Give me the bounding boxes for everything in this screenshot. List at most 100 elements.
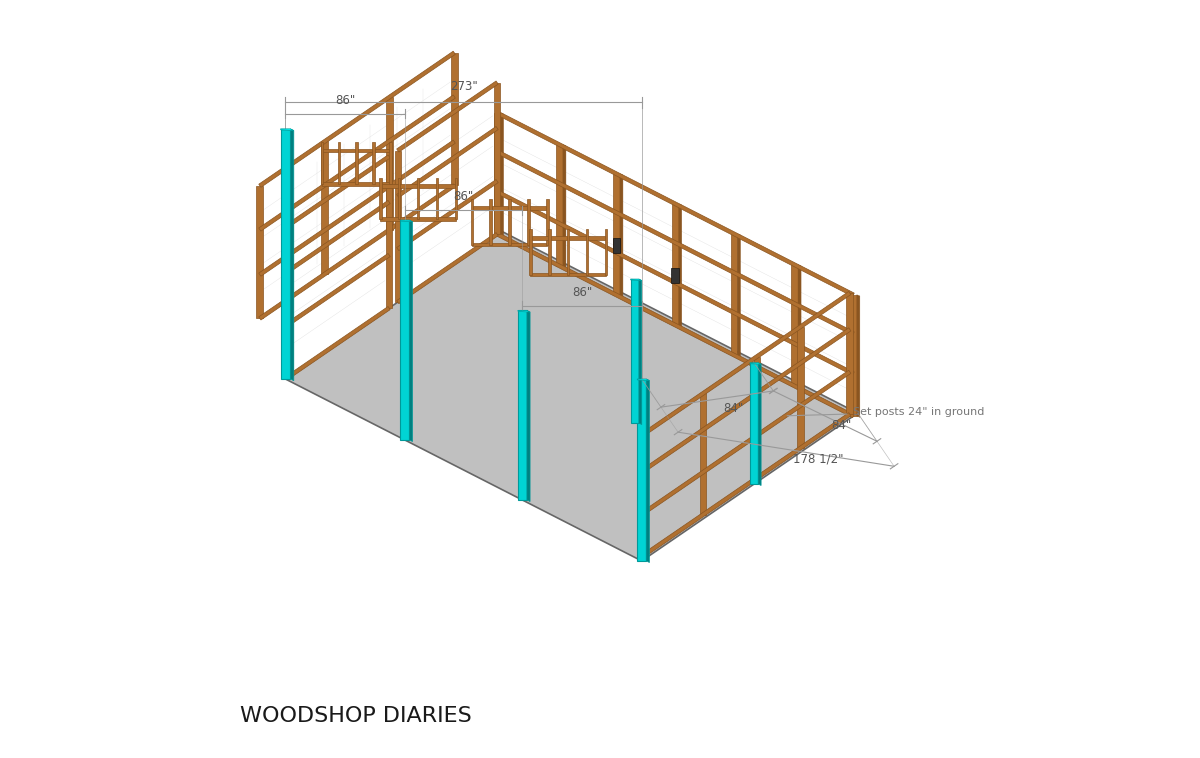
Polygon shape <box>379 177 382 219</box>
Polygon shape <box>323 149 390 152</box>
Polygon shape <box>530 273 606 277</box>
Polygon shape <box>490 199 492 245</box>
Polygon shape <box>289 155 390 226</box>
Polygon shape <box>418 177 420 219</box>
Polygon shape <box>322 142 328 274</box>
Polygon shape <box>257 186 263 318</box>
Polygon shape <box>791 265 798 386</box>
Polygon shape <box>372 142 374 183</box>
Polygon shape <box>281 129 294 130</box>
Text: 86": 86" <box>335 94 355 107</box>
Polygon shape <box>286 231 858 561</box>
Polygon shape <box>386 97 392 230</box>
Polygon shape <box>750 363 761 365</box>
Polygon shape <box>322 142 324 183</box>
Polygon shape <box>758 363 761 486</box>
Polygon shape <box>259 95 455 231</box>
Polygon shape <box>529 229 532 274</box>
Polygon shape <box>517 311 530 312</box>
Polygon shape <box>568 229 570 274</box>
Polygon shape <box>641 370 851 515</box>
Polygon shape <box>289 253 390 324</box>
Polygon shape <box>613 238 620 253</box>
Polygon shape <box>451 53 457 186</box>
Polygon shape <box>397 81 498 152</box>
Polygon shape <box>289 200 390 271</box>
Polygon shape <box>500 113 504 236</box>
Polygon shape <box>380 184 456 188</box>
Polygon shape <box>630 279 642 280</box>
Polygon shape <box>731 233 738 355</box>
Polygon shape <box>672 268 679 283</box>
Polygon shape <box>530 236 606 240</box>
Text: 273": 273" <box>450 80 478 93</box>
Polygon shape <box>797 327 804 448</box>
Polygon shape <box>605 229 607 274</box>
Polygon shape <box>398 177 401 219</box>
Polygon shape <box>638 279 642 424</box>
Polygon shape <box>497 111 854 296</box>
Polygon shape <box>497 190 854 375</box>
Polygon shape <box>857 295 860 417</box>
Polygon shape <box>527 311 530 502</box>
Polygon shape <box>401 220 409 440</box>
Text: 86": 86" <box>572 286 592 299</box>
Polygon shape <box>389 142 391 183</box>
Polygon shape <box>497 233 854 418</box>
Polygon shape <box>754 356 761 478</box>
Polygon shape <box>259 184 455 320</box>
Polygon shape <box>497 150 854 335</box>
Polygon shape <box>586 229 588 274</box>
Polygon shape <box>287 224 293 376</box>
Polygon shape <box>798 265 802 387</box>
Polygon shape <box>641 327 851 473</box>
Polygon shape <box>493 113 500 234</box>
Polygon shape <box>470 199 473 245</box>
Polygon shape <box>679 204 682 327</box>
Polygon shape <box>338 142 341 183</box>
Polygon shape <box>289 306 390 377</box>
Polygon shape <box>380 218 456 221</box>
Text: 178 1/2": 178 1/2" <box>792 452 844 465</box>
Polygon shape <box>527 199 529 245</box>
Polygon shape <box>455 177 457 219</box>
Polygon shape <box>290 129 294 381</box>
Polygon shape <box>637 379 647 561</box>
Polygon shape <box>355 142 358 183</box>
Polygon shape <box>259 52 455 187</box>
Polygon shape <box>637 379 649 381</box>
Polygon shape <box>397 180 498 251</box>
Polygon shape <box>323 182 390 186</box>
Polygon shape <box>401 220 413 222</box>
Polygon shape <box>738 233 740 356</box>
Polygon shape <box>641 412 851 558</box>
Polygon shape <box>846 293 853 414</box>
Polygon shape <box>472 243 547 246</box>
Polygon shape <box>672 204 679 325</box>
Polygon shape <box>395 151 401 302</box>
Text: 84": 84" <box>724 402 744 415</box>
Polygon shape <box>409 220 413 441</box>
Polygon shape <box>472 206 547 210</box>
Polygon shape <box>850 295 857 416</box>
Polygon shape <box>548 229 551 274</box>
Polygon shape <box>517 311 527 500</box>
Polygon shape <box>397 127 498 198</box>
Polygon shape <box>641 291 851 437</box>
Text: 84": 84" <box>832 419 852 432</box>
Polygon shape <box>630 279 638 423</box>
Polygon shape <box>620 174 623 296</box>
Polygon shape <box>750 363 758 484</box>
Polygon shape <box>386 156 392 308</box>
Polygon shape <box>640 435 646 556</box>
Polygon shape <box>494 83 500 234</box>
Text: 86": 86" <box>454 190 474 203</box>
Polygon shape <box>436 177 438 219</box>
Polygon shape <box>556 145 563 266</box>
Polygon shape <box>613 174 620 295</box>
Text: WOODSHOP DIARIES: WOODSHOP DIARIES <box>240 706 472 726</box>
Polygon shape <box>259 140 455 276</box>
Polygon shape <box>397 233 498 304</box>
Polygon shape <box>281 129 290 379</box>
Polygon shape <box>509 199 511 245</box>
